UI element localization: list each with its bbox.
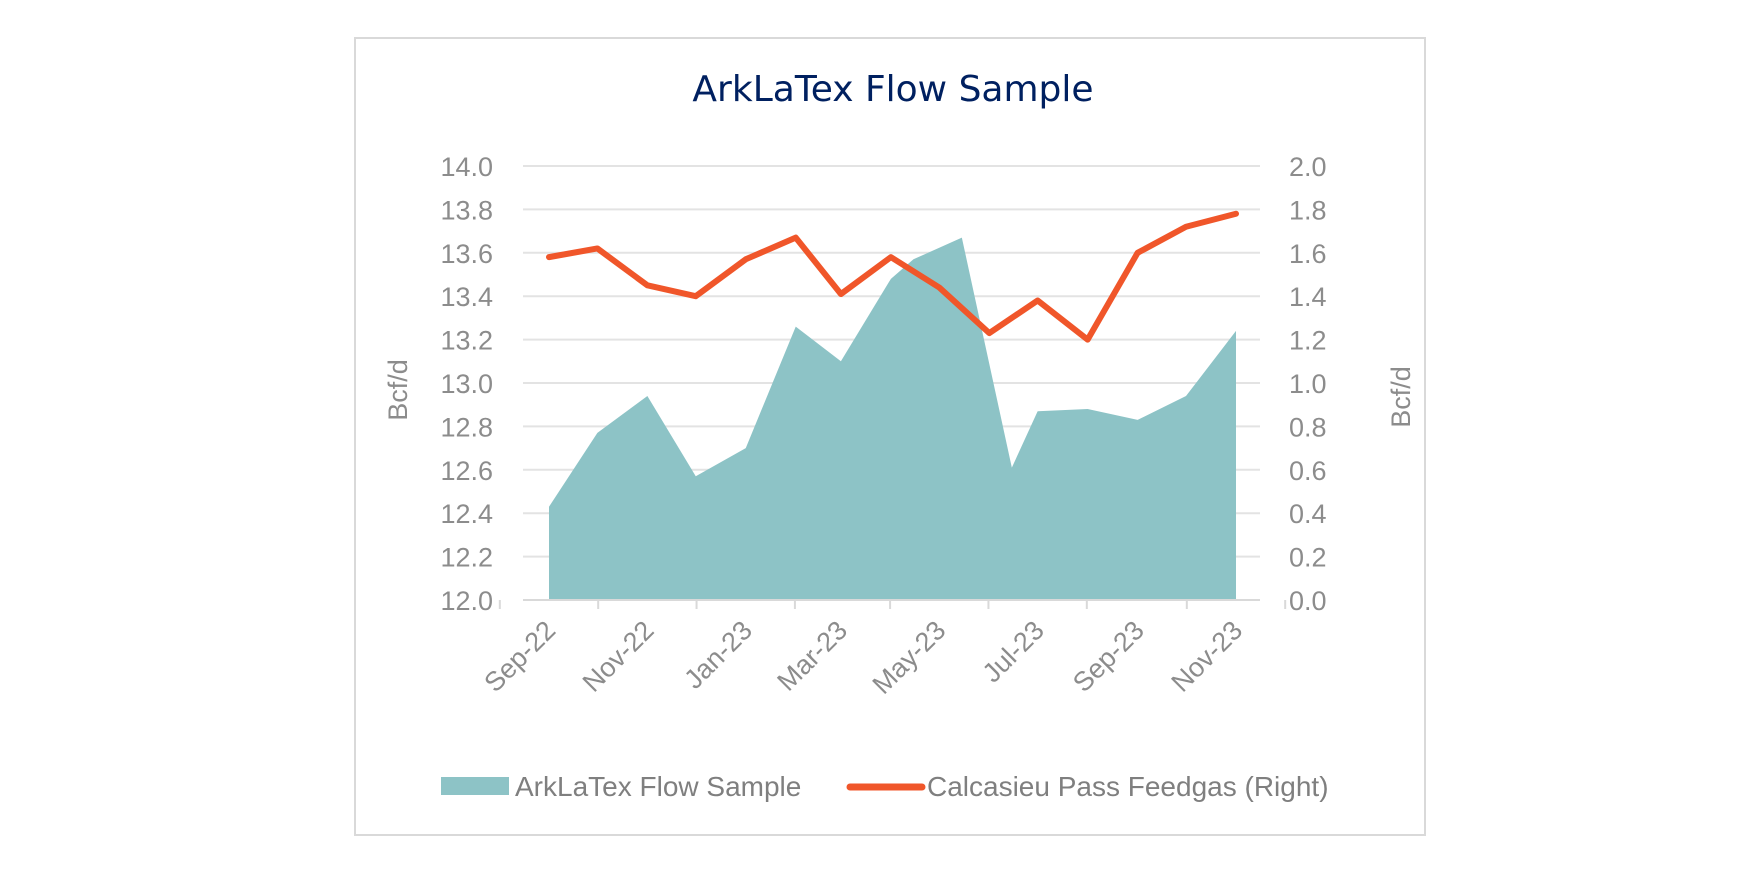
x-tick-label: Jul-23 — [977, 615, 1050, 688]
y-right-tick-label: 1.0 — [1289, 369, 1327, 399]
y-right-tick-label: 2.0 — [1289, 152, 1327, 182]
y-left-tick-label: 13.0 — [440, 369, 493, 399]
line-series — [546, 210, 1239, 343]
y-right-tick-label: 1.6 — [1289, 239, 1327, 269]
y-right-tick-label: 1.2 — [1289, 326, 1327, 356]
x-tick-label: Mar-23 — [771, 615, 853, 697]
legend-label-area: ArkLaTex Flow Sample — [515, 771, 801, 802]
x-tick-label: Jan-23 — [678, 615, 758, 695]
x-tick-label: Sep-23 — [1067, 615, 1150, 698]
y-left-tick-label: 12.6 — [440, 456, 493, 486]
y-right-tick-label: 0.4 — [1289, 499, 1327, 529]
y-right-tick-label: 0.0 — [1289, 586, 1327, 616]
y-right-tick-label: 0.6 — [1289, 456, 1327, 486]
y-axis-right: 0.0 0.2 0.4 0.6 0.8 1.0 1.2 1.4 1.6 1.8 2.0 — [1289, 152, 1327, 616]
y-right-tick-label: 0.8 — [1289, 412, 1327, 442]
y-axis-left-label: Bcf/d — [383, 359, 413, 421]
y-left-tick-label: 13.6 — [440, 239, 493, 269]
y-left-tick-label: 12.4 — [440, 499, 493, 529]
x-tick-label: Sep-22 — [478, 615, 561, 698]
y-left-tick-label: 12.8 — [440, 412, 493, 442]
y-left-tick-label: 13.2 — [440, 326, 493, 356]
line-calcasieu-pass-feedgas — [546, 210, 1239, 343]
x-tick-label: Nov-23 — [1165, 615, 1248, 698]
chart-title: ArkLaTex Flow Sample — [692, 69, 1093, 110]
y-left-tick-label: 14.0 — [440, 152, 493, 182]
legend-label-line: Calcasieu Pass Feedgas (Right) — [927, 771, 1329, 802]
x-tick-label: May-23 — [867, 615, 952, 700]
legend-swatch-area — [441, 777, 509, 795]
legend: ArkLaTex Flow Sample Calcasieu Pass Feed… — [441, 771, 1329, 802]
area-arklatex-flow — [549, 237, 1236, 601]
area-series — [549, 237, 1236, 601]
y-left-tick-label: 12.0 — [440, 586, 493, 616]
y-right-tick-label: 1.8 — [1289, 195, 1327, 225]
y-left-tick-label: 12.2 — [440, 543, 493, 573]
x-tick-label: Nov-22 — [577, 615, 660, 698]
x-tick-labels: Sep-22 Nov-22 Jan-23 Mar-23 May-23 Jul-23 Sep-… — [478, 615, 1248, 700]
y-left-tick-label: 13.8 — [440, 195, 493, 225]
x-axis — [498, 599, 1287, 609]
y-right-tick-label: 0.2 — [1289, 543, 1327, 573]
y-right-tick-label: 1.4 — [1289, 282, 1327, 312]
y-left-tick-label: 13.4 — [440, 282, 493, 312]
y-axis-left: 12.0 12.2 12.4 12.6 12.8 13.0 13.2 13.4 13.6 13.8… — [440, 152, 493, 616]
y-axis-right-label: Bcf/d — [1386, 366, 1416, 428]
